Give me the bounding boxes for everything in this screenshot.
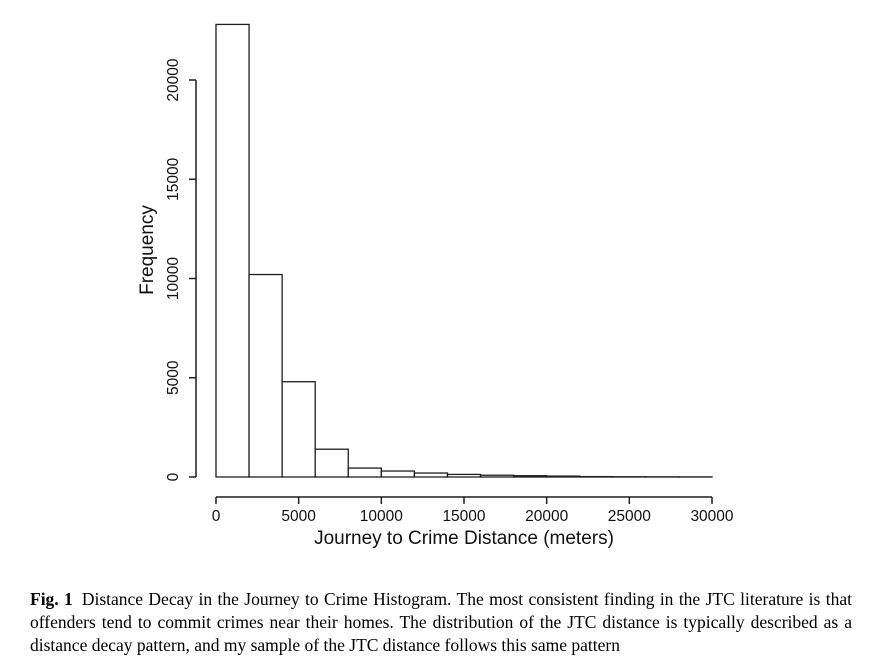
caption-label: Fig. 1 xyxy=(30,588,73,609)
caption-text: Distance Decay in the Journey to Crime H… xyxy=(30,588,852,655)
y-tick-label: 10000 xyxy=(165,257,182,300)
x-axis-title: Journey to Crime Distance (meters) xyxy=(314,528,614,549)
histogram-bar xyxy=(347,467,382,478)
histogram-bar xyxy=(248,273,283,478)
histogram-chart: 0 5000 10000 15000 20000 0 5000 10000 15000 20000… xyxy=(137,23,734,549)
x-tick-label: 30000 xyxy=(690,508,733,525)
histogram-bar xyxy=(215,23,250,478)
histogram-bar xyxy=(479,474,515,478)
y-tick-label: 15000 xyxy=(165,157,182,200)
y-axis-title: Frequency xyxy=(137,205,158,295)
x-tick-label: 25000 xyxy=(608,508,651,525)
x-tick-label: 0 xyxy=(212,508,221,525)
histogram-bar xyxy=(281,381,316,478)
histogram-bar xyxy=(413,472,449,478)
figure-caption: Fig. 1 Distance Decay in the Journey to C… xyxy=(30,588,852,657)
y-tick-label: 0 xyxy=(165,472,182,481)
x-tick-label: 15000 xyxy=(442,508,485,525)
histogram-bar xyxy=(546,475,581,478)
histogram-plot: 0 5000 10000 15000 20000 0 5000 10000 15000 20000… xyxy=(165,23,734,525)
histogram-bar xyxy=(446,473,482,478)
histogram-bar xyxy=(512,475,548,478)
histogram-bar xyxy=(380,470,416,478)
x-tick-label: 20000 xyxy=(525,508,568,525)
x-tick-label: 5000 xyxy=(281,508,316,525)
x-tick-label: 10000 xyxy=(360,508,403,525)
histogram-bar xyxy=(314,448,349,478)
y-tick-label: 20000 xyxy=(165,58,182,101)
y-tick-label: 5000 xyxy=(165,360,182,395)
